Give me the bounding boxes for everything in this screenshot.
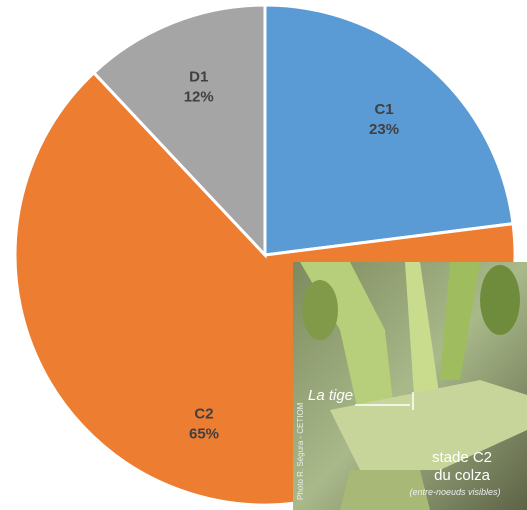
slice-value: 12% [184, 89, 214, 106]
pie-slice [91, 3, 267, 259]
slice-value: 23% [369, 121, 399, 138]
photo-caption: (entre-noeuds visibles) [409, 487, 500, 497]
base [340, 470, 430, 510]
photo-credit: Photo R. Ségura - CETIOM [296, 402, 305, 500]
leaf [480, 265, 520, 335]
photo-caption: stade C2 [432, 449, 492, 466]
photo-inset: La tige stade C2 du colza (entre-noeuds … [293, 262, 527, 510]
photo-label: La tige [308, 387, 353, 404]
slice-category: C2 [194, 405, 213, 422]
slice-value: 65% [189, 425, 219, 442]
slice-category: D1 [189, 69, 208, 86]
stem [405, 262, 440, 410]
pie-slice [263, 3, 515, 257]
labels: C1 23% C2 65% D1 12% [184, 69, 399, 443]
stem [440, 262, 480, 380]
node [330, 380, 527, 470]
leaf [302, 280, 338, 340]
slice-category: C1 [374, 101, 393, 118]
photo-caption: du colza [434, 467, 491, 484]
